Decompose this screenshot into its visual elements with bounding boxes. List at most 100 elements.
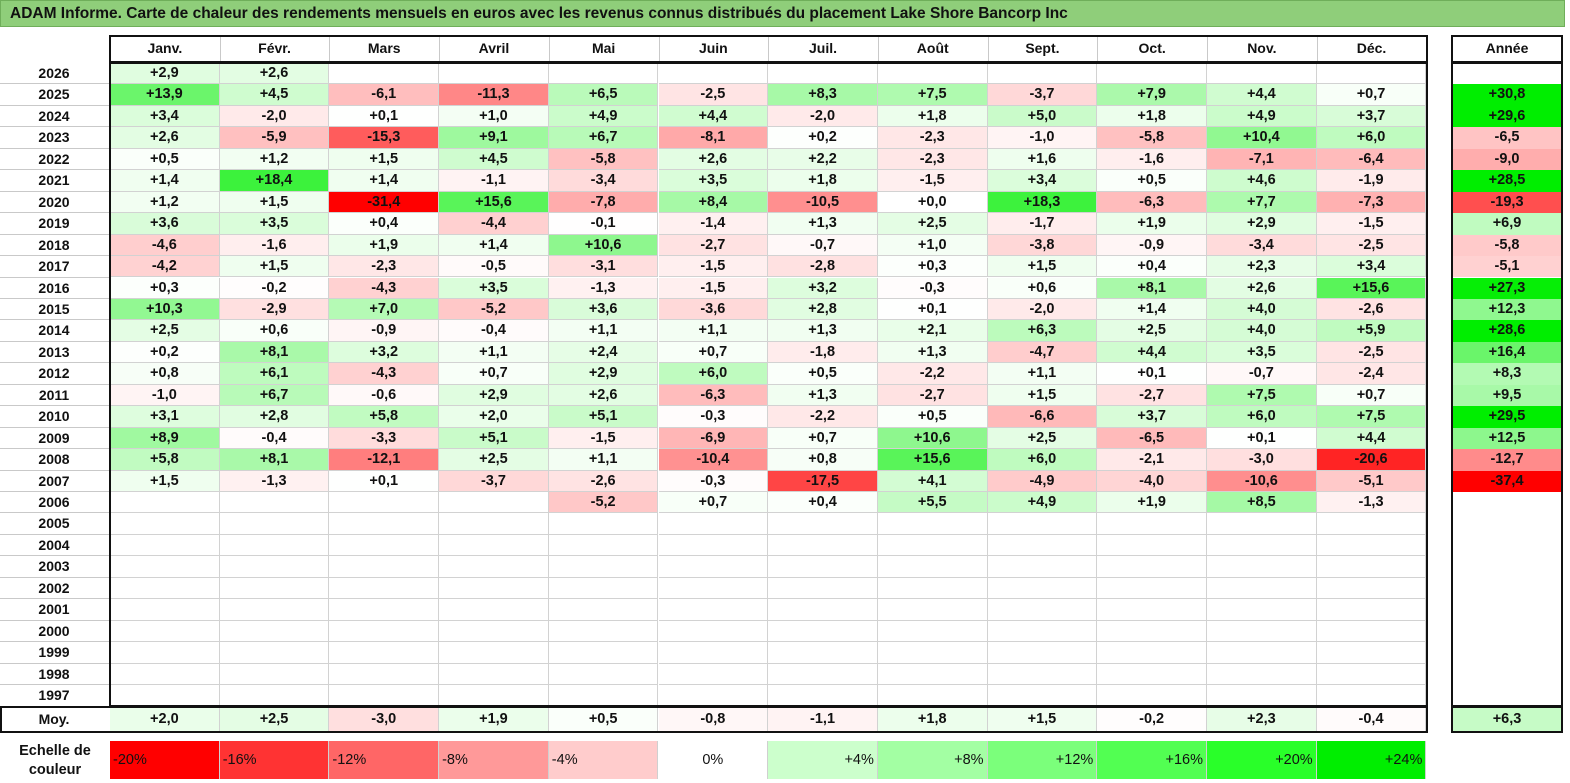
heatmap-cell: -2,2 <box>877 363 988 385</box>
heatmap-cell: +3,4 <box>110 105 220 128</box>
heatmap-cell <box>1207 620 1317 643</box>
heatmap-cell: +2,5 <box>987 427 1098 450</box>
heatmap-cell: +2,5 <box>1097 320 1207 342</box>
heatmap-cell: +5,8 <box>329 406 440 428</box>
heatmap-cell <box>219 492 330 514</box>
average-cell: +2,3 <box>1207 707 1317 732</box>
color-scale-swatch: 0% <box>658 741 769 779</box>
header-divider <box>1097 36 1099 62</box>
heatmap-cell: -1,9 <box>1316 170 1427 192</box>
heatmap-cell <box>439 685 549 707</box>
heatmap-cell: +2,8 <box>219 406 330 428</box>
heatmap-cell: +1,4 <box>329 170 440 192</box>
heatmap-cell: +1,4 <box>439 234 549 257</box>
month-header: Oct. <box>1138 40 1166 56</box>
heatmap-cell: -0,7 <box>1207 363 1317 385</box>
heatmap-cell <box>1207 685 1317 707</box>
heatmap-cell <box>768 534 878 557</box>
average-cell: -0,2 <box>1097 707 1207 732</box>
heatmap-cell: +0,1 <box>877 298 988 321</box>
row-divider <box>0 83 110 85</box>
annual-cell: +12,5 <box>1452 427 1562 450</box>
heatmap-cell <box>439 534 549 557</box>
heatmap-cell: -3,8 <box>987 234 1098 257</box>
heatmap-cell: +3,5 <box>439 277 549 299</box>
heatmap-cell: +5,8 <box>110 449 220 471</box>
heatmap-cell: -7,3 <box>1316 191 1427 214</box>
heatmap-cell <box>987 685 1098 707</box>
heatmap-cell <box>877 642 988 664</box>
heatmap-cell <box>1097 599 1207 621</box>
heatmap-cell: -3,0 <box>1207 449 1317 471</box>
heatmap-cell: +0,1 <box>1097 363 1207 385</box>
heatmap-cell: +1,1 <box>548 320 659 342</box>
heatmap-cell <box>439 513 549 535</box>
color-scale-swatch: -16% <box>219 741 330 779</box>
heatmap-cell: +15,6 <box>439 191 549 214</box>
row-divider <box>0 469 110 471</box>
annual-cell <box>1452 664 1562 685</box>
heatmap-cell <box>219 620 330 643</box>
heatmap-cell: -1,0 <box>987 127 1098 149</box>
row-divider <box>0 340 110 342</box>
heatmap-cell: +8,3 <box>768 84 878 106</box>
heatmap-cell: +8,1 <box>219 449 330 471</box>
year-label: 2015 <box>38 300 70 317</box>
heatmap-cell: +4,9 <box>1207 105 1317 128</box>
heatmap-cell <box>987 556 1098 578</box>
heatmap-cell: +0,1 <box>329 470 440 492</box>
heatmap-cell: +1,3 <box>768 320 878 342</box>
heatmap-cell: +7,7 <box>1207 191 1317 214</box>
header-divider <box>768 36 770 62</box>
heatmap-cell: +9,1 <box>439 127 549 149</box>
heatmap-cell <box>110 663 220 686</box>
heatmap-cell: -2,5 <box>658 84 769 106</box>
heatmap-cell <box>877 513 988 535</box>
color-scale-swatch: +12% <box>987 741 1098 779</box>
annual-cell <box>1452 621 1562 642</box>
row-divider <box>0 533 110 535</box>
month-header: Juin <box>698 40 728 56</box>
heatmap-cell <box>329 642 440 664</box>
annual-cell: -37,4 <box>1452 470 1562 492</box>
heatmap-cell <box>110 513 220 535</box>
average-cell: -0,4 <box>1316 707 1427 732</box>
heatmap-cell: -10,6 <box>1207 470 1317 492</box>
row-divider <box>0 169 110 171</box>
heatmap-cell: +2,5 <box>110 320 220 342</box>
heatmap-cell: +1,2 <box>110 191 220 214</box>
heatmap-cell: +5,9 <box>1316 320 1427 342</box>
heatmap-cell <box>439 577 549 600</box>
heatmap-cell: -0,4 <box>439 320 549 342</box>
heatmap-cell: +10,6 <box>877 427 988 450</box>
heatmap-cell: -2,0 <box>987 298 1098 321</box>
heatmap-cell: +1,1 <box>548 449 659 471</box>
heatmap-cell: +1,8 <box>877 105 988 128</box>
heatmap-cell: -1,1 <box>439 170 549 192</box>
annual-cell: -6,5 <box>1452 127 1562 149</box>
heatmap-cell: -2,0 <box>768 105 878 128</box>
heatmap-cell: +6,7 <box>219 384 330 407</box>
row-divider <box>0 512 110 514</box>
row-divider <box>0 255 110 257</box>
heatmap-cell: +3,7 <box>1097 406 1207 428</box>
heatmap-cell: +2,6 <box>1207 277 1317 299</box>
heatmap-cell: +5,0 <box>987 105 1098 128</box>
year-label: 2001 <box>38 601 70 618</box>
heatmap-cell <box>110 534 220 557</box>
heatmap-cell: +2,5 <box>877 213 988 235</box>
heatmap-cell: +0,7 <box>1316 384 1427 407</box>
row-divider <box>0 319 110 321</box>
heatmap-cell <box>658 556 769 578</box>
heatmap-cell <box>1207 663 1317 686</box>
heatmap-cell <box>768 577 878 600</box>
heatmap-cell: -6,4 <box>1316 148 1427 171</box>
heatmap-cell <box>877 620 988 643</box>
row-divider <box>0 598 110 600</box>
header-divider <box>877 36 879 62</box>
color-scale-swatch: +8% <box>877 741 988 779</box>
heatmap-cell: -2,4 <box>1316 363 1427 385</box>
row-divider <box>0 491 110 492</box>
heatmap-cell: +1,5 <box>110 470 220 492</box>
year-label: 2011 <box>38 386 70 403</box>
